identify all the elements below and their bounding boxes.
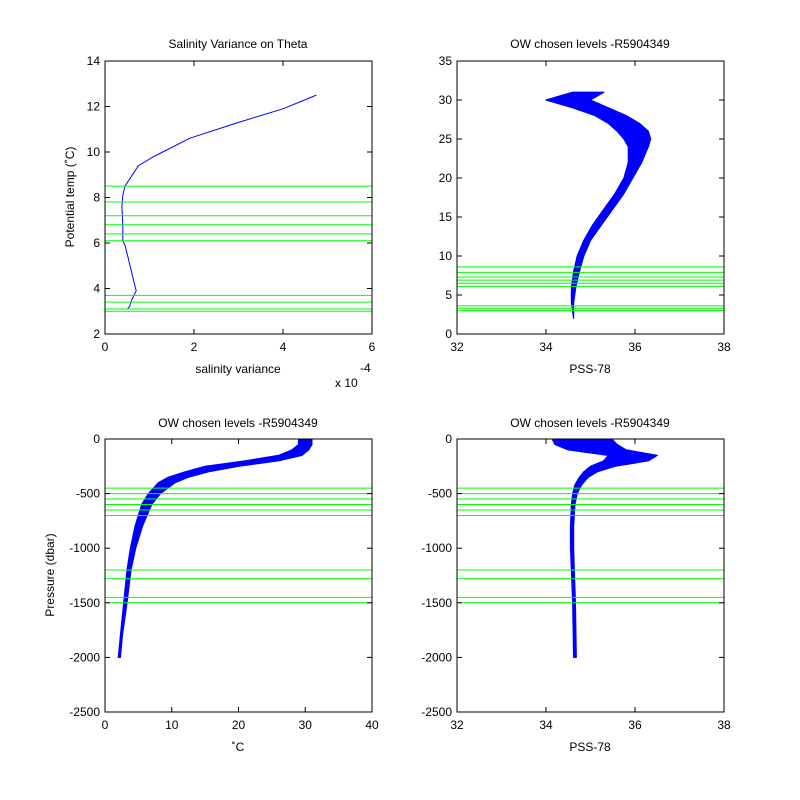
x-tick-label: 32 [450, 718, 464, 732]
x-axis-exponent-power: -4 [360, 361, 371, 375]
x-tick-label: 36 [628, 340, 642, 354]
y-tick-label: -2500 [421, 705, 452, 719]
y-tick-label: 20 [439, 171, 453, 185]
series-line-0 [121, 94, 317, 310]
y-tick-label: -1000 [421, 541, 452, 555]
x-tick-label: 38 [717, 340, 731, 354]
y-tick-label: -500 [76, 487, 100, 501]
panel-ow-salinity-pressure: OW chosen levels -R5904349 PSS-78 32 34 36… [421, 416, 731, 754]
x-tick-label: 4 [280, 340, 287, 354]
x-tick-label: 34 [539, 340, 553, 354]
x-tick-label: 30 [299, 718, 313, 732]
y-tick-label: 0 [445, 432, 452, 446]
x-axis-label: PSS-78 [569, 740, 611, 754]
y-tick-label: -1500 [69, 596, 100, 610]
panel-salinity-variance: Salinity Variance on Theta salinity vari… [63, 37, 376, 390]
profile-band [545, 91, 652, 319]
x-axis-label: salinity variance [195, 362, 281, 376]
x-tick-label: 20 [232, 718, 246, 732]
x-tick-label: 38 [717, 718, 731, 732]
y-tick-label: -2500 [69, 705, 100, 719]
y-tick-label: -500 [428, 487, 452, 501]
axes-frame [456, 438, 725, 713]
y-tick-label: 4 [93, 282, 100, 296]
x-tick-label: 34 [539, 718, 553, 732]
x-axis-label: ˚C [232, 740, 245, 754]
y-tick-label: 35 [439, 54, 453, 68]
x-tick-label: 10 [165, 718, 179, 732]
x-tick-label: 36 [628, 718, 642, 732]
y-axis-label: Potential temp (˚C) [63, 147, 77, 248]
y-tick-label: -1500 [421, 596, 452, 610]
y-tick-label: 6 [93, 236, 100, 250]
y-tick-label: 10 [439, 249, 453, 263]
y-tick-label: 14 [87, 54, 101, 68]
y-tick-label: 8 [93, 191, 100, 205]
panel-ow-temperature-pressure: OW chosen levels -R5904349 ˚C Pressure (… [43, 416, 379, 754]
y-axis-label: Pressure (dbar) [43, 533, 57, 616]
y-tick-label: 15 [439, 210, 453, 224]
x-tick-label: 0 [102, 718, 109, 732]
y-tick-label: -2000 [69, 650, 100, 664]
y-tick-label: 10 [87, 145, 101, 159]
y-tick-label: 12 [87, 100, 101, 114]
x-tick-label: 2 [191, 340, 198, 354]
chart-title: OW chosen levels -R5904349 [158, 416, 318, 430]
x-tick-label: 40 [365, 718, 379, 732]
x-axis-label: PSS-78 [569, 362, 611, 376]
chart-title: Salinity Variance on Theta [169, 37, 308, 51]
chart-title: OW chosen levels -R5904349 [510, 37, 670, 51]
chart-title: OW chosen levels -R5904349 [510, 416, 670, 430]
y-tick-label: -1000 [69, 541, 100, 555]
y-tick-label: 0 [93, 432, 100, 446]
axes-frame [456, 60, 725, 335]
x-tick-label: 6 [369, 340, 376, 354]
y-tick-label: -2000 [421, 650, 452, 664]
y-tick-label: 25 [439, 132, 453, 146]
y-tick-label: 5 [445, 288, 452, 302]
panel-ow-salinity-theta: OW chosen levels -R5904349 PSS-78 32 34 36… [439, 37, 731, 376]
x-tick-label: 32 [450, 340, 464, 354]
y-tick-label: 30 [439, 93, 453, 107]
y-tick-label: 2 [93, 327, 100, 341]
x-tick-label: 0 [102, 340, 109, 354]
y-tick-label: 0 [445, 327, 452, 341]
x-axis-exponent: x 10 [335, 376, 358, 390]
